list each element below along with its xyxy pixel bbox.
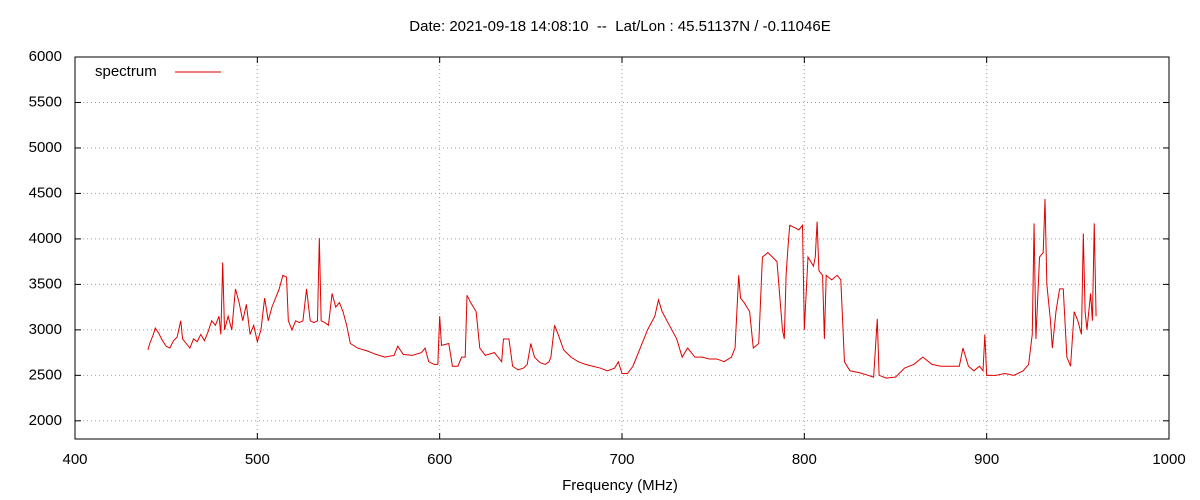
plot-frame — [74, 56, 1170, 440]
x-tick-label: 700 — [609, 451, 634, 468]
x-tick-label: 500 — [245, 451, 270, 468]
x-tick-label: 800 — [792, 451, 817, 468]
y-tick-label: 4000 — [29, 230, 62, 247]
y-tick-label: 2000 — [29, 412, 62, 429]
y-tick-label: 5000 — [29, 139, 62, 156]
data-line — [147, 198, 1097, 379]
y-tick-label: 5500 — [29, 93, 62, 110]
x-tick-label: 1000 — [1152, 451, 1185, 468]
x-tick-label: 400 — [62, 451, 87, 468]
y-tick-label: 3500 — [29, 275, 62, 292]
y-tick-label: 4500 — [29, 184, 62, 201]
y-tick-label: 2500 — [29, 366, 62, 383]
y-tick-label: 3000 — [29, 321, 62, 338]
x-tick-label: 900 — [974, 451, 999, 468]
x-tick-label: 600 — [427, 451, 452, 468]
legend-label: spectrum — [95, 63, 157, 80]
x-axis-label: Frequency (MHz) — [562, 477, 678, 494]
y-tick-label: 6000 — [29, 48, 62, 65]
chart-title: Date: 2021-09-18 14:08:10 -- Lat/Lon : 4… — [409, 18, 830, 35]
